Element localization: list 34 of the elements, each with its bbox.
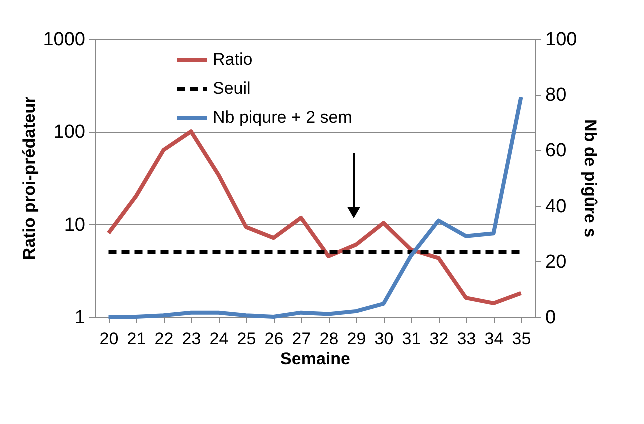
line-series — [106, 95, 524, 319]
y2-tick-label: 80 — [546, 85, 567, 106]
x-tick-label: 25 — [237, 330, 256, 348]
y2-tick-label: 40 — [546, 196, 567, 218]
x-tick-label: 20 — [100, 330, 119, 348]
legend-label: Nb piqure + 2 sem — [213, 108, 352, 127]
y2-tick-label: 0 — [546, 308, 556, 328]
x-tick-label: 28 — [320, 330, 339, 348]
y2-tick-label: 100 — [546, 30, 578, 50]
y-tick-label: 100 — [54, 122, 86, 144]
x-tick-label: 26 — [264, 330, 284, 348]
legend-label: Seuil — [213, 79, 251, 98]
y-axis-title: Ratio proi-prédateur — [20, 96, 40, 260]
y-tick-label: 1 — [74, 308, 86, 328]
x-tick-label: 32 — [430, 330, 449, 348]
x-tick-label: 27 — [292, 330, 312, 348]
legend-label: Ratio — [213, 50, 253, 69]
y2-tick-label: 20 — [546, 252, 567, 273]
x-tick-label: 24 — [210, 330, 229, 348]
y2-axis-title: Nb de pigûre s — [581, 119, 600, 238]
y-tick-label: 10 — [64, 214, 86, 236]
x-tick-label: 23 — [182, 330, 202, 348]
y2-tick-label: 60 — [546, 140, 567, 162]
y-tick-label: 1000 — [43, 30, 86, 50]
x-tick-label: 29 — [347, 330, 366, 348]
x-tick-label: 22 — [154, 330, 174, 348]
x-tick-label: 33 — [457, 330, 476, 348]
x-tick-label: 31 — [402, 330, 422, 348]
x-tick-label: 35 — [512, 330, 532, 348]
x-axis-title: Semaine — [280, 350, 350, 368]
x-tick-label: 21 — [127, 330, 146, 348]
x-tick-label: 34 — [484, 330, 504, 348]
x-tick-label: 30 — [374, 330, 394, 348]
line-series — [106, 130, 524, 306]
